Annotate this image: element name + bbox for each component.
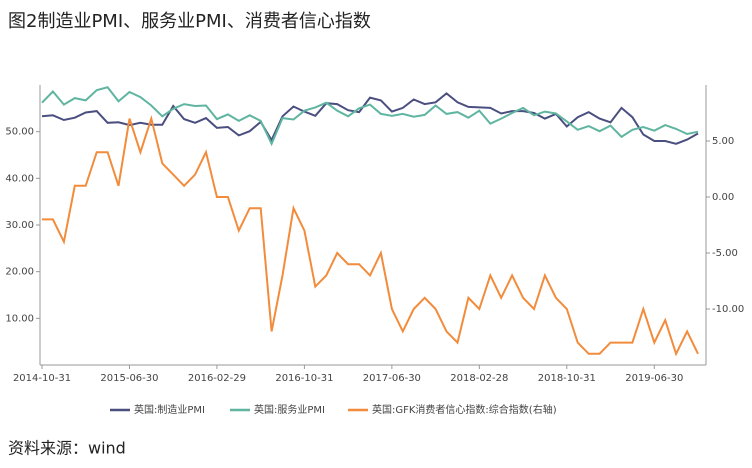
y2-tick-label: -5.00 <box>712 248 738 259</box>
y2-tick-label: 5.00 <box>712 136 734 147</box>
chart-title: 图2制造业PMI、服务业PMI、消费者信心指数 <box>8 11 371 32</box>
legend-label: 英国:制造业PMI <box>134 403 205 416</box>
source: 资料来源：wind <box>8 439 126 458</box>
x-tick-label: 2016-10-31 <box>275 373 333 384</box>
x-tick-label: 2016-02-29 <box>188 373 246 384</box>
x-tick-label: 2018-10-31 <box>538 373 596 384</box>
legend-label: 英国:GFK消费者信心指数:综合指数(右轴) <box>372 403 557 416</box>
y-tick-label: 50.00 <box>5 127 34 138</box>
y-tick-label: 40.00 <box>5 173 34 184</box>
y2-tick-label: 0.00 <box>712 192 734 203</box>
x-tick-label: 2014-10-31 <box>13 373 71 384</box>
x-tick-label: 2019-06-30 <box>625 373 683 384</box>
x-tick-label: 2017-06-30 <box>363 373 421 384</box>
x-tick-label: 2015-06-30 <box>100 373 158 384</box>
series-line <box>41 92 699 145</box>
y2-tick-label: -10.00 <box>712 304 744 315</box>
series-line <box>42 114 699 357</box>
y-tick-label: 10.00 <box>5 313 34 324</box>
series-line <box>41 86 699 147</box>
y-tick-label: 30.00 <box>5 220 34 231</box>
legend-label: 英国:服务业PMI <box>254 403 325 416</box>
x-tick-label: 2018-02-28 <box>450 373 508 384</box>
y-tick-label: 20.00 <box>5 267 34 278</box>
